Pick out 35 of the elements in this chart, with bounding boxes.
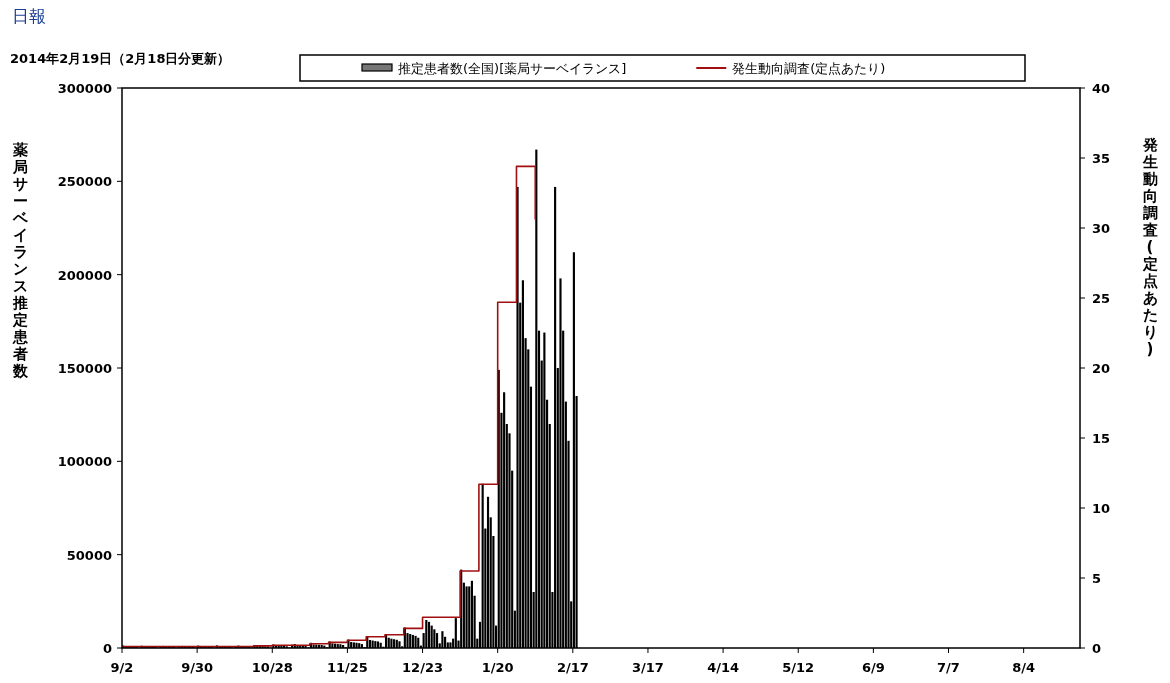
y-tick-label: 50000 bbox=[66, 547, 112, 563]
x-tick-label: 2/17 bbox=[556, 660, 589, 675]
y2-tick-label: 35 bbox=[1092, 151, 1111, 166]
y2-tick-label: 15 bbox=[1092, 431, 1111, 446]
legend: 推定患者数(全国)[薬局サーベイランス] 発生動向調査(定点あたり) bbox=[299, 54, 1026, 82]
y-tick-label: 150000 bbox=[57, 361, 112, 376]
y-tick-label: 250000 bbox=[57, 174, 112, 190]
y2-tick-label: 5 bbox=[1092, 571, 1102, 586]
y-tick-label: 100000 bbox=[57, 454, 112, 470]
chart-title: 日報 bbox=[12, 6, 46, 26]
y-tick-label: 0 bbox=[102, 641, 112, 656]
y-tick-label: 200000 bbox=[57, 267, 112, 283]
x-tick-label: 11/25 bbox=[326, 660, 368, 675]
x-tick-label: 9/30 bbox=[181, 660, 214, 675]
x-tick-label: 10/28 bbox=[251, 660, 293, 675]
y-tick-label: 300000 bbox=[57, 81, 112, 96]
y2-tick-label: 30 bbox=[1092, 221, 1111, 236]
x-tick-label: 12/23 bbox=[402, 660, 444, 675]
y2-tick-label: 40 bbox=[1092, 81, 1111, 96]
x-tick-label: 8/4 bbox=[1012, 660, 1036, 675]
y2-tick-label: 0 bbox=[1092, 641, 1102, 656]
chart-subtitle: 2014年2月19日（2月18日分更新） bbox=[10, 51, 231, 66]
y2-tick-label: 10 bbox=[1092, 501, 1111, 516]
legend-label: 発生動向調査(定点あたり) bbox=[732, 61, 886, 76]
x-tick-label: 7/7 bbox=[937, 660, 960, 675]
x-tick-label: 4/14 bbox=[707, 660, 740, 675]
x-tick-label: 5/12 bbox=[782, 660, 815, 675]
text: 発生動向調査(定点あたり) bbox=[1142, 136, 1158, 358]
x-tick-label: 6/9 bbox=[861, 660, 885, 675]
x-tick-label: 1/20 bbox=[481, 660, 514, 675]
text: 薬局サーベイランス推定患者数 bbox=[12, 141, 28, 380]
x-tick-label: 9/2 bbox=[110, 660, 134, 675]
y2-tick-label: 25 bbox=[1092, 291, 1111, 306]
x-tick-label: 3/17 bbox=[632, 660, 664, 675]
y2-tick-label: 20 bbox=[1092, 361, 1111, 376]
